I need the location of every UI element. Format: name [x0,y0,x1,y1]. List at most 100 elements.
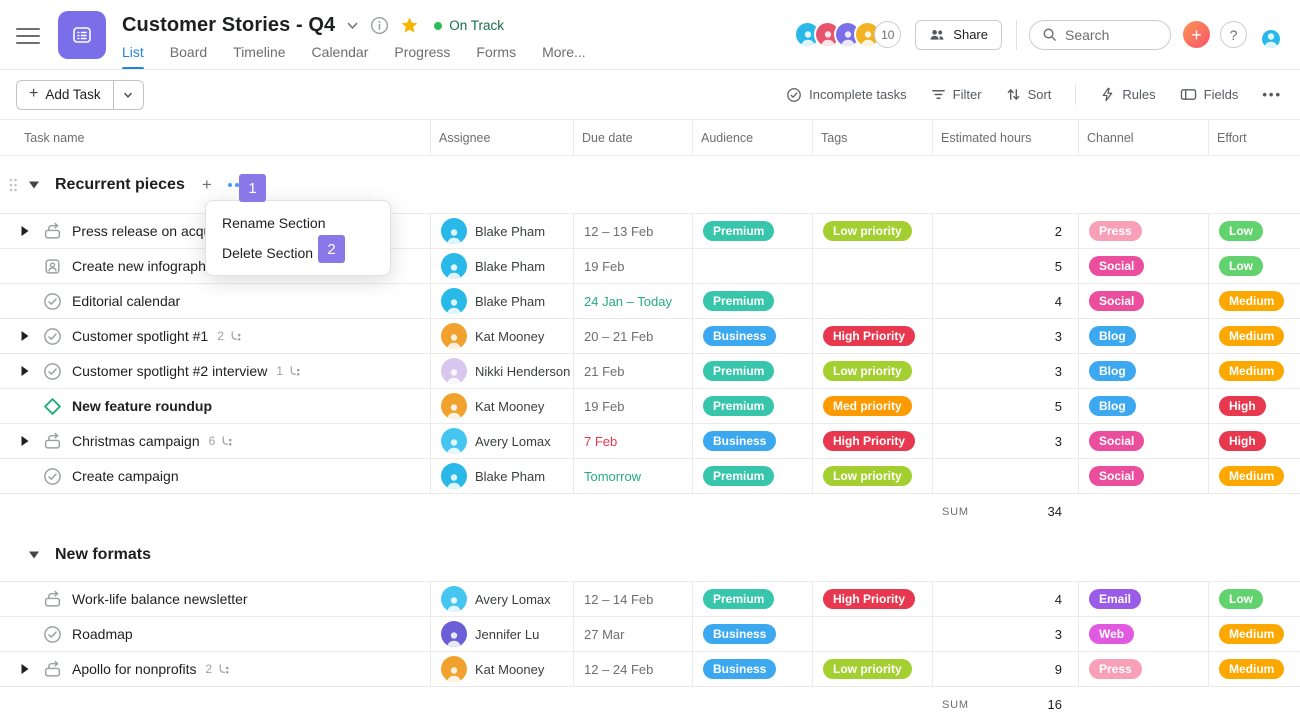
channel-chip[interactable]: Social [1089,431,1145,451]
effort-cell[interactable]: Medium [1208,459,1300,493]
share-button[interactable]: Share [915,19,1002,50]
assignee-cell[interactable]: Blake Pham [430,459,573,493]
tags-cell[interactable] [812,249,932,283]
channel-cell[interactable]: Blog [1078,389,1208,423]
filter-button[interactable]: Filter [931,87,982,102]
effort-cell[interactable]: Low [1208,214,1300,248]
task-name[interactable]: Christmas campaign [72,433,200,449]
expand-caret-icon[interactable] [20,225,33,237]
task-name[interactable]: Customer spotlight #1 [72,328,209,344]
audience-cell[interactable] [692,249,812,283]
help-button[interactable]: ? [1220,21,1247,48]
estimated-hours-cell[interactable]: 3 [932,617,1078,651]
tags-cell[interactable]: Med priority [812,389,932,423]
assignee-cell[interactable]: Blake Pham [430,249,573,283]
effort-chip[interactable]: Medium [1219,624,1285,644]
effort-cell[interactable]: High [1208,424,1300,458]
effort-cell[interactable]: High [1208,389,1300,423]
status-badge[interactable]: On Track [434,18,504,33]
star-icon[interactable] [400,16,419,35]
tab-calendar[interactable]: Calendar [311,44,369,60]
section-collapse-caret-icon[interactable] [26,550,42,560]
due-date-cell[interactable]: 7 Feb [573,424,692,458]
tab-list[interactable]: List [122,44,144,69]
search-input[interactable] [1065,26,1155,43]
audience-chip[interactable]: Business [703,431,777,451]
channel-chip[interactable]: Blog [1089,396,1136,416]
audience-cell[interactable]: Business [692,652,812,686]
channel-cell[interactable]: Social [1078,459,1208,493]
task-name[interactable]: Editorial calendar [72,293,181,309]
audience-chip[interactable]: Business [703,624,777,644]
audience-cell[interactable]: Premium [692,354,812,388]
section-name[interactable]: New formats [55,546,152,563]
tags-cell[interactable] [812,284,932,318]
effort-chip[interactable]: Low [1219,256,1263,276]
expand-caret-icon[interactable] [20,365,33,377]
audience-chip[interactable]: Business [703,326,777,346]
task-name[interactable]: Create new infographic [72,258,216,274]
due-date-cell[interactable]: 21 Feb [573,354,692,388]
task-name[interactable]: Apollo for nonprofits [72,661,197,677]
tag-chip[interactable]: High Priority [823,589,916,609]
estimated-hours-cell[interactable]: 3 [932,424,1078,458]
tag-chip[interactable]: High Priority [823,326,916,346]
effort-cell[interactable]: Medium [1208,617,1300,651]
channel-cell[interactable]: Social [1078,249,1208,283]
audience-chip[interactable]: Premium [703,396,775,416]
section-name[interactable]: Recurrent pieces [55,175,185,193]
task-name[interactable]: Roadmap [72,626,133,642]
task-name[interactable]: New feature roundup [72,398,213,414]
estimated-hours-cell[interactable]: 5 [932,249,1078,283]
task-name[interactable]: Customer spotlight #2 interview [72,363,268,379]
channel-chip[interactable]: Social [1089,256,1145,276]
tab-timeline[interactable]: Timeline [233,44,286,60]
effort-cell[interactable]: Medium [1208,652,1300,686]
estimated-hours-cell[interactable] [932,459,1078,493]
member-count-badge[interactable]: 10 [874,21,902,48]
info-icon[interactable] [370,16,389,35]
effort-chip[interactable]: Medium [1219,291,1285,311]
tab-progress[interactable]: Progress [394,44,451,60]
effort-chip[interactable]: High [1219,396,1266,416]
fields-button[interactable]: Fields [1180,87,1238,102]
task-row[interactable]: Press release on acquisition Blake Pham 12… [0,214,1300,249]
estimated-hours-cell[interactable]: 2 [932,214,1078,248]
assignee-cell[interactable]: Blake Pham [430,284,573,318]
task-row[interactable]: Roadmap Jennifer Lu 27 Mar Business 3 Web Medi… [0,617,1300,652]
estimated-hours-cell[interactable]: 5 [932,389,1078,423]
audience-chip[interactable]: Premium [703,466,775,486]
channel-cell[interactable]: Press [1078,214,1208,248]
task-row[interactable]: Editorial calendar Blake Pham 24 Jan – Tod… [0,284,1300,319]
due-date-cell[interactable]: 19 Feb [573,249,692,283]
effort-chip[interactable]: Medium [1219,361,1285,381]
toolbar-more-icon[interactable]: ••• [1262,87,1282,102]
assignee-cell[interactable]: Kat Mooney [430,652,573,686]
channel-chip[interactable]: Press [1089,659,1142,679]
menu-item-delete-section[interactable]: Delete Section [222,245,314,261]
tab-more[interactable]: More... [542,44,586,60]
channel-chip[interactable]: Web [1089,624,1135,644]
tab-board[interactable]: Board [169,44,208,60]
effort-chip[interactable]: Low [1219,221,1263,241]
audience-chip[interactable]: Business [703,659,777,679]
task-row[interactable]: Customer spotlight #2 interview 1 Nikki He… [0,354,1300,389]
channel-chip[interactable]: Email [1089,589,1142,609]
estimated-hours-cell[interactable]: 4 [932,582,1078,616]
due-date-cell[interactable]: 19 Feb [573,389,692,423]
channel-cell[interactable]: Blog [1078,354,1208,388]
tags-cell[interactable] [812,617,932,651]
audience-cell[interactable]: Business [692,617,812,651]
channel-cell[interactable]: Blog [1078,319,1208,353]
effort-cell[interactable]: Medium [1208,319,1300,353]
effort-cell[interactable]: Medium [1208,284,1300,318]
tag-chip[interactable]: High Priority [823,431,916,451]
due-date-cell[interactable]: 24 Jan – Today [573,284,692,318]
channel-chip[interactable]: Blog [1089,361,1136,381]
task-row[interactable]: New feature roundup Kat Mooney 19 Feb Premi… [0,389,1300,424]
channel-cell[interactable]: Social [1078,284,1208,318]
search-box[interactable] [1029,19,1171,50]
add-task-button[interactable]: + Add Task [17,81,113,109]
channel-cell[interactable]: Press [1078,652,1208,686]
audience-cell[interactable]: Premium [692,284,812,318]
